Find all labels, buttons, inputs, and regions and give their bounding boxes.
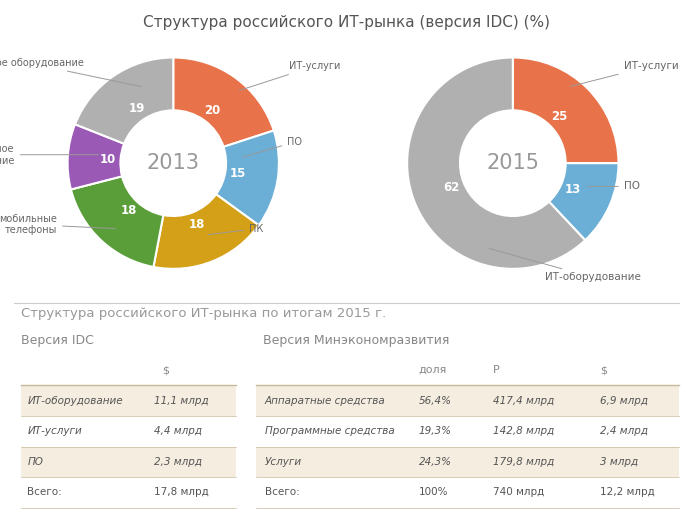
Text: ПО: ПО <box>27 457 43 467</box>
Bar <box>256 385 679 416</box>
Text: 10: 10 <box>100 153 116 166</box>
Text: 19,3%: 19,3% <box>419 426 452 436</box>
Bar <box>21 447 236 477</box>
Text: 11,1 млрд: 11,1 млрд <box>154 396 209 406</box>
Text: 179,8 млрд: 179,8 млрд <box>493 457 554 467</box>
Text: Всего:: Всего: <box>265 487 299 497</box>
Wedge shape <box>153 194 258 269</box>
Text: другое оборудование: другое оборудование <box>0 58 141 87</box>
Text: телекоммуникационное
и сетевое оборудование: телекоммуникационное и сетевое оборудова… <box>0 144 98 166</box>
Text: ИТ-оборудование: ИТ-оборудование <box>27 396 123 406</box>
Bar <box>21 385 236 416</box>
Text: Структура российского ИТ-рынка по итогам 2015 г.: Структура российского ИТ-рынка по итогам… <box>21 307 386 320</box>
Text: 13: 13 <box>565 183 581 196</box>
Bar <box>21 477 236 508</box>
Text: ИТ-оборудование: ИТ-оборудование <box>489 249 640 282</box>
Text: ИТ-услуги: ИТ-услуги <box>570 61 678 87</box>
Text: ИТ-услуги: ИТ-услуги <box>239 61 341 91</box>
Text: 142,8 млрд: 142,8 млрд <box>493 426 554 436</box>
Bar <box>256 447 679 477</box>
Text: 56,4%: 56,4% <box>419 396 452 406</box>
Wedge shape <box>549 163 618 240</box>
Text: 24,3%: 24,3% <box>419 457 452 467</box>
Text: 2013: 2013 <box>147 153 200 173</box>
Text: Версия Минэкономразвития: Версия Минэкономразвития <box>263 334 450 347</box>
Text: 15: 15 <box>230 167 246 180</box>
Text: Услуги: Услуги <box>265 457 302 467</box>
Text: ПО: ПО <box>243 137 302 157</box>
Wedge shape <box>68 124 124 190</box>
Text: Программные средства: Программные средства <box>265 426 394 436</box>
Wedge shape <box>216 131 279 225</box>
Text: 2,4 млрд: 2,4 млрд <box>600 426 648 436</box>
Text: доля: доля <box>419 365 447 375</box>
Text: $: $ <box>600 365 607 375</box>
Bar <box>256 477 679 508</box>
Text: Структура российского ИТ-рынка (версия IDC) (%): Структура российского ИТ-рынка (версия I… <box>143 15 550 30</box>
Text: Версия IDC: Версия IDC <box>21 334 94 347</box>
Text: ПО: ПО <box>588 181 640 192</box>
Text: $: $ <box>163 365 170 375</box>
Text: 20: 20 <box>204 104 220 117</box>
Text: Аппаратные средства: Аппаратные средства <box>265 396 385 406</box>
Text: ИТ-услуги: ИТ-услуги <box>27 426 82 436</box>
Text: 100%: 100% <box>419 487 448 497</box>
Text: Всего:: Всего: <box>27 487 62 497</box>
Text: 740 млрд: 740 млрд <box>493 487 544 497</box>
Bar <box>256 416 679 447</box>
Text: 3 млрд: 3 млрд <box>600 457 638 467</box>
Text: 18: 18 <box>120 205 137 218</box>
Text: 4,4 млрд: 4,4 млрд <box>154 426 202 436</box>
Text: 6,9 млрд: 6,9 млрд <box>600 396 648 406</box>
Text: 18: 18 <box>189 218 206 231</box>
Text: 417,4 млрд: 417,4 млрд <box>493 396 554 406</box>
Text: 12,2 млрд: 12,2 млрд <box>600 487 655 497</box>
Text: 17,8 млрд: 17,8 млрд <box>154 487 209 497</box>
Wedge shape <box>513 57 618 163</box>
Wedge shape <box>71 176 164 267</box>
Wedge shape <box>407 57 585 269</box>
Text: Р: Р <box>493 365 500 375</box>
Text: мобильные
телефоны: мобильные телефоны <box>0 213 116 235</box>
Bar <box>21 416 236 447</box>
Text: 19: 19 <box>128 103 145 116</box>
Text: 62: 62 <box>444 181 460 194</box>
Wedge shape <box>173 57 274 147</box>
Text: 2015: 2015 <box>486 153 539 173</box>
Text: 25: 25 <box>551 110 568 123</box>
Text: ПК: ПК <box>208 224 263 235</box>
Wedge shape <box>75 57 173 143</box>
Text: 2,3 млрд: 2,3 млрд <box>154 457 202 467</box>
